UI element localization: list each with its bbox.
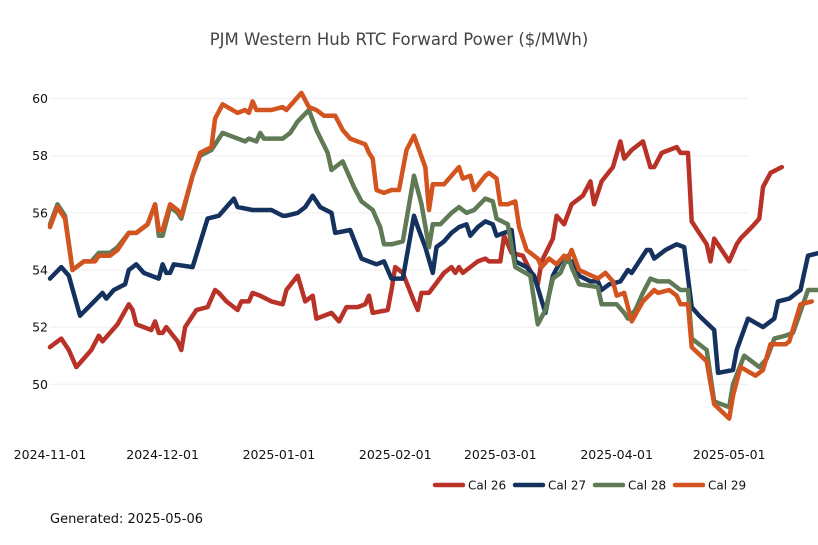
legend-label-cal-27: Cal 27 xyxy=(548,479,586,493)
series-line-cal-26 xyxy=(47,139,785,370)
x-axis-ticks: 2024-11-01 2024-12-01 2025-01-01 2025-02-01… xyxy=(14,447,766,462)
x-tick-label: 2024-12-01 xyxy=(126,447,199,462)
y-axis-ticks: 50 52 54 56 58 60 xyxy=(32,91,48,392)
series-lines xyxy=(47,90,818,421)
x-tick-label: 2025-04-01 xyxy=(580,447,653,462)
y-tick-label: 54 xyxy=(32,263,48,278)
y-tick-label: 56 xyxy=(32,205,48,220)
generated-footer: Generated: 2025-05-06 xyxy=(50,512,204,527)
chart-title: PJM Western Hub RTC Forward Power ($/MWh… xyxy=(210,30,589,49)
series-line-cal-29 xyxy=(47,90,815,421)
x-tick-label: 2025-02-01 xyxy=(359,447,432,462)
y-tick-label: 52 xyxy=(32,320,48,335)
x-tick-label: 2025-01-01 xyxy=(243,447,316,462)
y-tick-label: 58 xyxy=(32,148,48,163)
x-tick-label: 2024-11-01 xyxy=(14,447,87,462)
y-tick-label: 50 xyxy=(32,377,48,392)
series-line-cal-27 xyxy=(47,193,818,376)
x-tick-label: 2025-05-01 xyxy=(693,447,766,462)
y-tick-label: 60 xyxy=(32,91,48,106)
legend-label-cal-26: Cal 26 xyxy=(468,479,506,493)
legend-label-cal-29: Cal 29 xyxy=(708,479,746,493)
legend: Cal 26 Cal 27 Cal 28 Cal 29 xyxy=(432,479,746,493)
x-tick-label: 2025-03-01 xyxy=(464,447,537,462)
legend-label-cal-28: Cal 28 xyxy=(628,479,666,493)
